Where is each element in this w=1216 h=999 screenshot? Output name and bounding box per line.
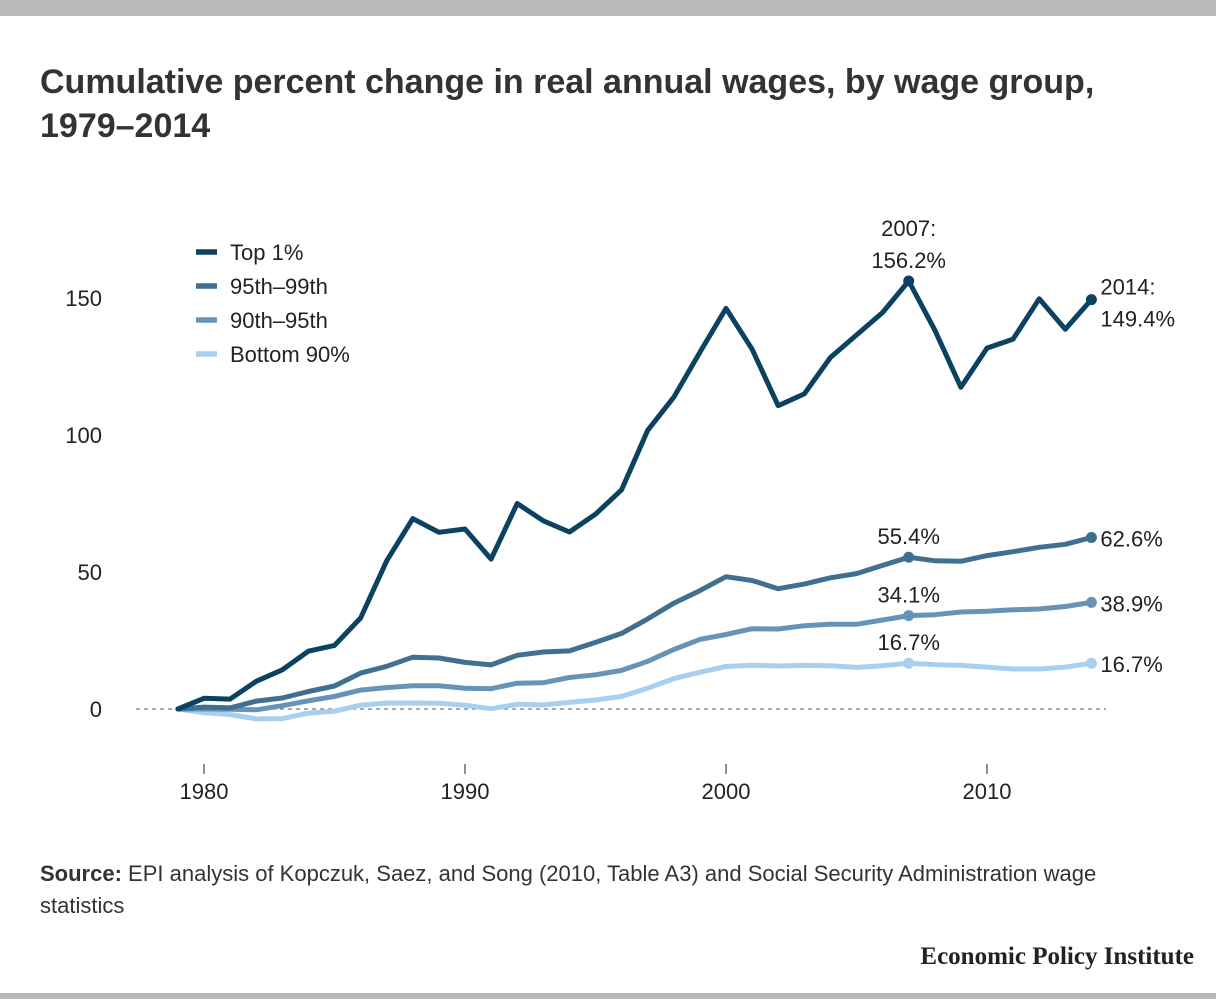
- data-point-marker: [903, 551, 915, 563]
- source-text: EPI analysis of Kopczuk, Saez, and Song …: [40, 861, 1097, 918]
- data-label: 55.4%: [878, 524, 940, 549]
- data-label: 156.2%: [871, 248, 946, 273]
- data-point-marker: [1085, 596, 1097, 608]
- x-tick-label: 1980: [180, 779, 229, 804]
- series-line-95th-99th: [175, 535, 1094, 712]
- x-tick-label: 1990: [441, 779, 490, 804]
- legend-label: Bottom 90%: [230, 342, 350, 367]
- chart-title: Cumulative percent change in real annual…: [40, 63, 1095, 145]
- data-label: 62.6%: [1100, 526, 1162, 551]
- data-label: 149.4%: [1100, 307, 1175, 332]
- data-point-marker: [1085, 531, 1097, 543]
- source-label: Source:: [40, 861, 122, 886]
- top-border: [0, 0, 1216, 16]
- series-line-bottom-90-: [175, 660, 1094, 722]
- data-label: 16.7%: [1100, 652, 1162, 677]
- y-tick-label: 150: [65, 286, 102, 311]
- series-line-90th-95th: [175, 599, 1094, 713]
- legend-label: Top 1%: [230, 240, 303, 265]
- data-point-marker: [903, 275, 915, 287]
- legend-label: 95th–99th: [230, 274, 328, 299]
- data-label: 2007:: [881, 216, 936, 241]
- y-tick-label: 100: [65, 423, 102, 448]
- data-point-marker: [1085, 657, 1097, 669]
- data-label: 38.9%: [1100, 591, 1162, 616]
- series-line-top-1-: [175, 278, 1094, 712]
- x-tick-label: 2000: [702, 779, 751, 804]
- data-label: 2014:: [1100, 275, 1155, 300]
- brand-logo: Economic Policy Institute: [920, 943, 1194, 970]
- data-point-marker: [1085, 294, 1097, 306]
- data-point-marker: [903, 610, 915, 622]
- data-label: 34.1%: [878, 583, 940, 608]
- source-note: Source: EPI analysis of Kopczuk, Saez, a…: [40, 858, 1180, 922]
- y-tick-label: 50: [78, 560, 102, 585]
- y-tick-label: 0: [90, 697, 102, 722]
- bottom-border: [0, 993, 1216, 999]
- data-label: 16.7%: [878, 630, 940, 655]
- legend-label: 90th–95th: [230, 308, 328, 333]
- data-point-marker: [903, 657, 915, 669]
- x-tick-label: 2010: [963, 779, 1012, 804]
